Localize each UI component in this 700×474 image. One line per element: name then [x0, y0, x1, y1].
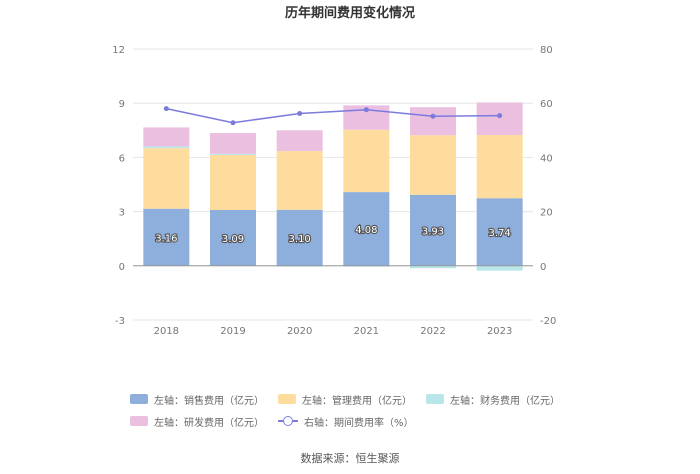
- bar-value-label: 3.09: [222, 234, 244, 245]
- left-axis: -3 0 3 6 9 12: [112, 45, 125, 327]
- right-tick-label: 80: [540, 45, 553, 56]
- left-tick-label: 12: [112, 45, 125, 56]
- bar-admin: [210, 154, 256, 210]
- left-tick-label: 0: [119, 262, 125, 273]
- legend-swatch-finance: [426, 394, 444, 404]
- left-tick-label: 3: [119, 208, 125, 219]
- bar-value-label: 3.16: [155, 233, 177, 244]
- x-tick-label: 2019: [220, 326, 245, 337]
- right-tick-label: 40: [540, 153, 553, 164]
- bar-value-label: 3.10: [289, 234, 311, 245]
- chart-title: 历年期间费用变化情况: [285, 5, 415, 21]
- legend-item-rate[interactable]: 右轴：期间费用率（%）: [278, 414, 414, 429]
- grid: [133, 48, 533, 321]
- bar-rnd: [210, 133, 256, 154]
- legend-label-rate: 右轴：期间费用率（%）: [304, 417, 414, 429]
- bar-rnd: [410, 107, 456, 136]
- legend-item-admin[interactable]: 左轴：管理费用（亿元）: [278, 392, 412, 407]
- legend-label-finance: 左轴：财务费用（亿元）: [450, 395, 560, 407]
- x-tick-label: 2018: [154, 326, 179, 337]
- rate-point: [230, 120, 236, 126]
- bar-sales: [276, 209, 323, 266]
- right-tick-label: 20: [540, 208, 553, 219]
- bar-admin: [143, 148, 190, 209]
- x-tick-label: 2023: [487, 326, 512, 337]
- bar-sales: [210, 209, 256, 266]
- bar-finance: [476, 265, 523, 271]
- legend-swatch-sales: [130, 394, 148, 404]
- legend-item-rnd[interactable]: 左轴：研发费用（亿元）: [130, 414, 264, 429]
- bar-rnd: [476, 102, 523, 135]
- bar-finance: [143, 146, 190, 149]
- bar-admin: [276, 151, 323, 210]
- legend-swatch-rnd: [130, 416, 148, 426]
- rate-point: [163, 106, 169, 112]
- bar-sales: [143, 208, 190, 266]
- left-tick-label: -3: [115, 316, 125, 327]
- bar-admin: [476, 134, 523, 199]
- right-tick-label: 60: [540, 99, 553, 110]
- legend-swatch-rate: [278, 415, 298, 427]
- rate-point: [430, 113, 436, 119]
- right-tick-label: 0: [540, 262, 546, 273]
- rate-line-path: [166, 107, 500, 124]
- bar-rnd: [143, 127, 190, 147]
- left-tick-label: 6: [119, 153, 125, 164]
- data-source: 数据来源：恒生聚源: [300, 452, 400, 465]
- x-tick-label: 2021: [354, 326, 379, 337]
- legend-swatch-admin: [278, 394, 296, 404]
- x-axis: 2018 2019 2020 2021 2022 2023: [154, 326, 513, 337]
- rate-point: [297, 110, 303, 116]
- x-tick-label: 2022: [420, 326, 445, 337]
- right-axis: -20 0 20 40 60 80: [540, 45, 556, 327]
- legend-label-admin: 左轴：管理费用（亿元）: [302, 395, 412, 407]
- bar-sales: [410, 194, 456, 266]
- bar-value-label: 4.08: [355, 225, 377, 236]
- rate-point: [363, 107, 369, 113]
- bar-rnd: [276, 130, 323, 152]
- bars: [143, 102, 523, 271]
- bar-labels: 3.16 3.09 3.10 4.08 3.93 3.74: [154, 224, 512, 246]
- bar-sales: [343, 192, 390, 266]
- bar-finance: [410, 265, 456, 269]
- legend-label-sales: 左轴：销售费用（亿元）: [154, 395, 264, 407]
- bar-value-label: 3.74: [489, 228, 511, 239]
- rate-point: [497, 113, 503, 119]
- left-tick-label: 9: [119, 99, 125, 110]
- legend-label-rnd: 左轴：研发费用（亿元）: [154, 417, 264, 429]
- bar-admin: [343, 129, 390, 193]
- right-tick-label: -20: [540, 316, 556, 327]
- rate-line: [163, 106, 503, 126]
- bar-finance: [210, 153, 256, 155]
- legend-item-sales[interactable]: 左轴：销售费用（亿元）: [130, 392, 264, 407]
- x-tick-label: 2020: [287, 326, 312, 337]
- legend-item-finance[interactable]: 左轴：财务费用（亿元）: [426, 392, 560, 407]
- bar-value-label: 3.93: [422, 226, 444, 237]
- bar-sales: [476, 198, 523, 266]
- bar-admin: [410, 135, 456, 195]
- legend: 左轴：销售费用（亿元） 左轴：管理费用（亿元） 左轴：财务费用（亿元） 左轴：研…: [130, 388, 570, 432]
